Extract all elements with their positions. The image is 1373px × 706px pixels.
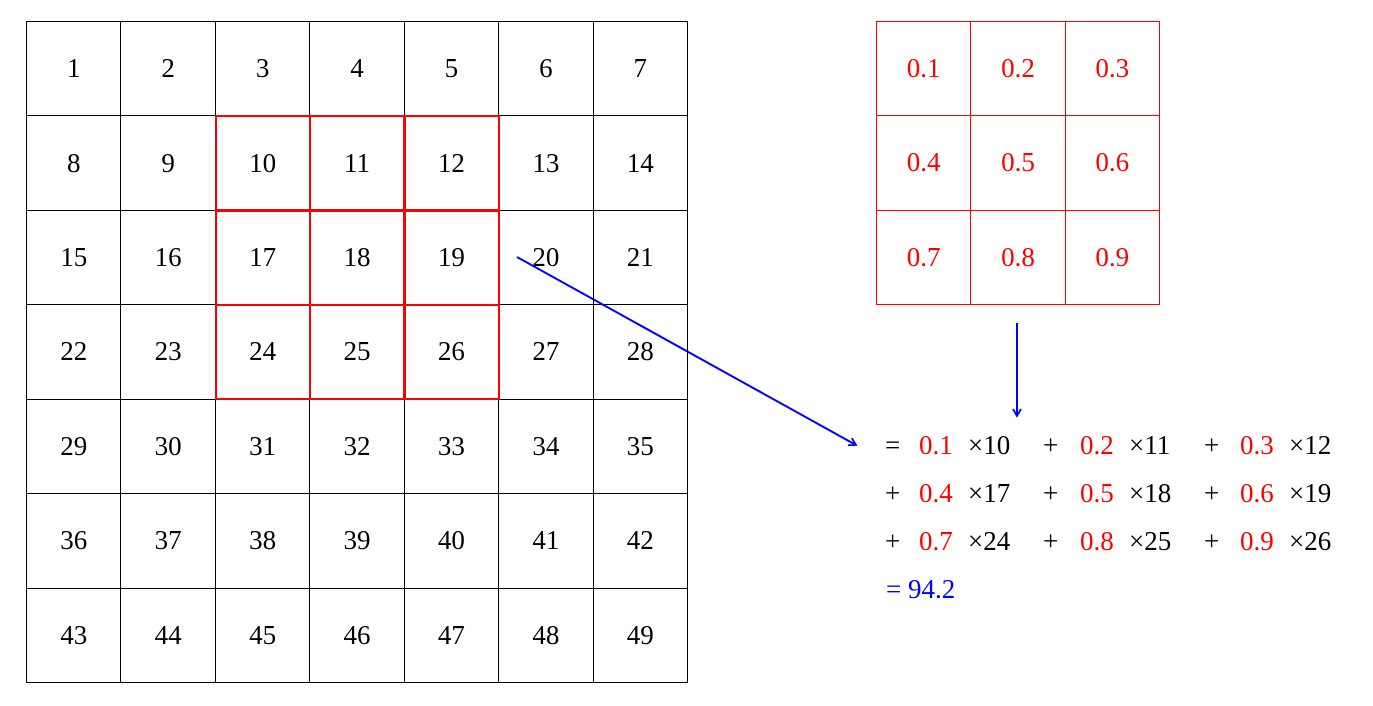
input-cell: 45 — [214, 587, 311, 683]
equation-input-value: ×11 — [1129, 430, 1171, 460]
equation-operator: + — [1043, 478, 1059, 508]
equation-input-value: ×12 — [1289, 430, 1332, 460]
equation-operator: + — [885, 478, 901, 508]
equation-input-value: ×24 — [968, 526, 1011, 556]
input-cell: 47 — [403, 587, 500, 683]
arrow-patch-to-equation — [516, 256, 858, 447]
equation-input-value: ×19 — [1289, 478, 1332, 508]
kernel-cell: 0.7 — [876, 209, 972, 305]
kernel-cell: 0.6 — [1064, 115, 1160, 211]
equation-kernel-weight: 0.4 — [919, 478, 953, 508]
equation-kernel-weight: 0.6 — [1240, 478, 1274, 508]
equation-kernel-weight: 0.5 — [1080, 478, 1114, 508]
equation-kernel-weight: 0.2 — [1080, 430, 1114, 460]
equation-input-value: ×10 — [968, 430, 1011, 460]
equation-operator: + — [885, 526, 901, 556]
equation-operator: + — [1204, 478, 1220, 508]
input-cell: 44 — [120, 587, 216, 683]
equation-operator: + — [1043, 430, 1059, 460]
equation-input-value: ×25 — [1129, 526, 1172, 556]
input-cell: 49 — [592, 587, 688, 683]
equation-kernel-weight: 0.9 — [1240, 526, 1274, 556]
equation-result: = 94.2 — [886, 574, 956, 604]
equation-kernel-weight: 0.8 — [1080, 526, 1114, 556]
equation-operator: + — [1204, 430, 1220, 460]
equation-operator: + — [1043, 526, 1059, 556]
kernel-cell: 0.9 — [1064, 209, 1160, 305]
input-cell: 21 — [592, 209, 688, 306]
equation-operator: = — [885, 430, 901, 460]
equation-operator: + — [1204, 526, 1220, 556]
equation-input-value: ×18 — [1129, 478, 1172, 508]
equation-input-value: ×17 — [968, 478, 1011, 508]
equation-kernel-weight: 0.1 — [919, 430, 953, 460]
equation-kernel-weight: 0.7 — [919, 526, 953, 556]
equation-kernel-weight: 0.3 — [1240, 430, 1274, 460]
equation-input-value: ×26 — [1289, 526, 1332, 556]
